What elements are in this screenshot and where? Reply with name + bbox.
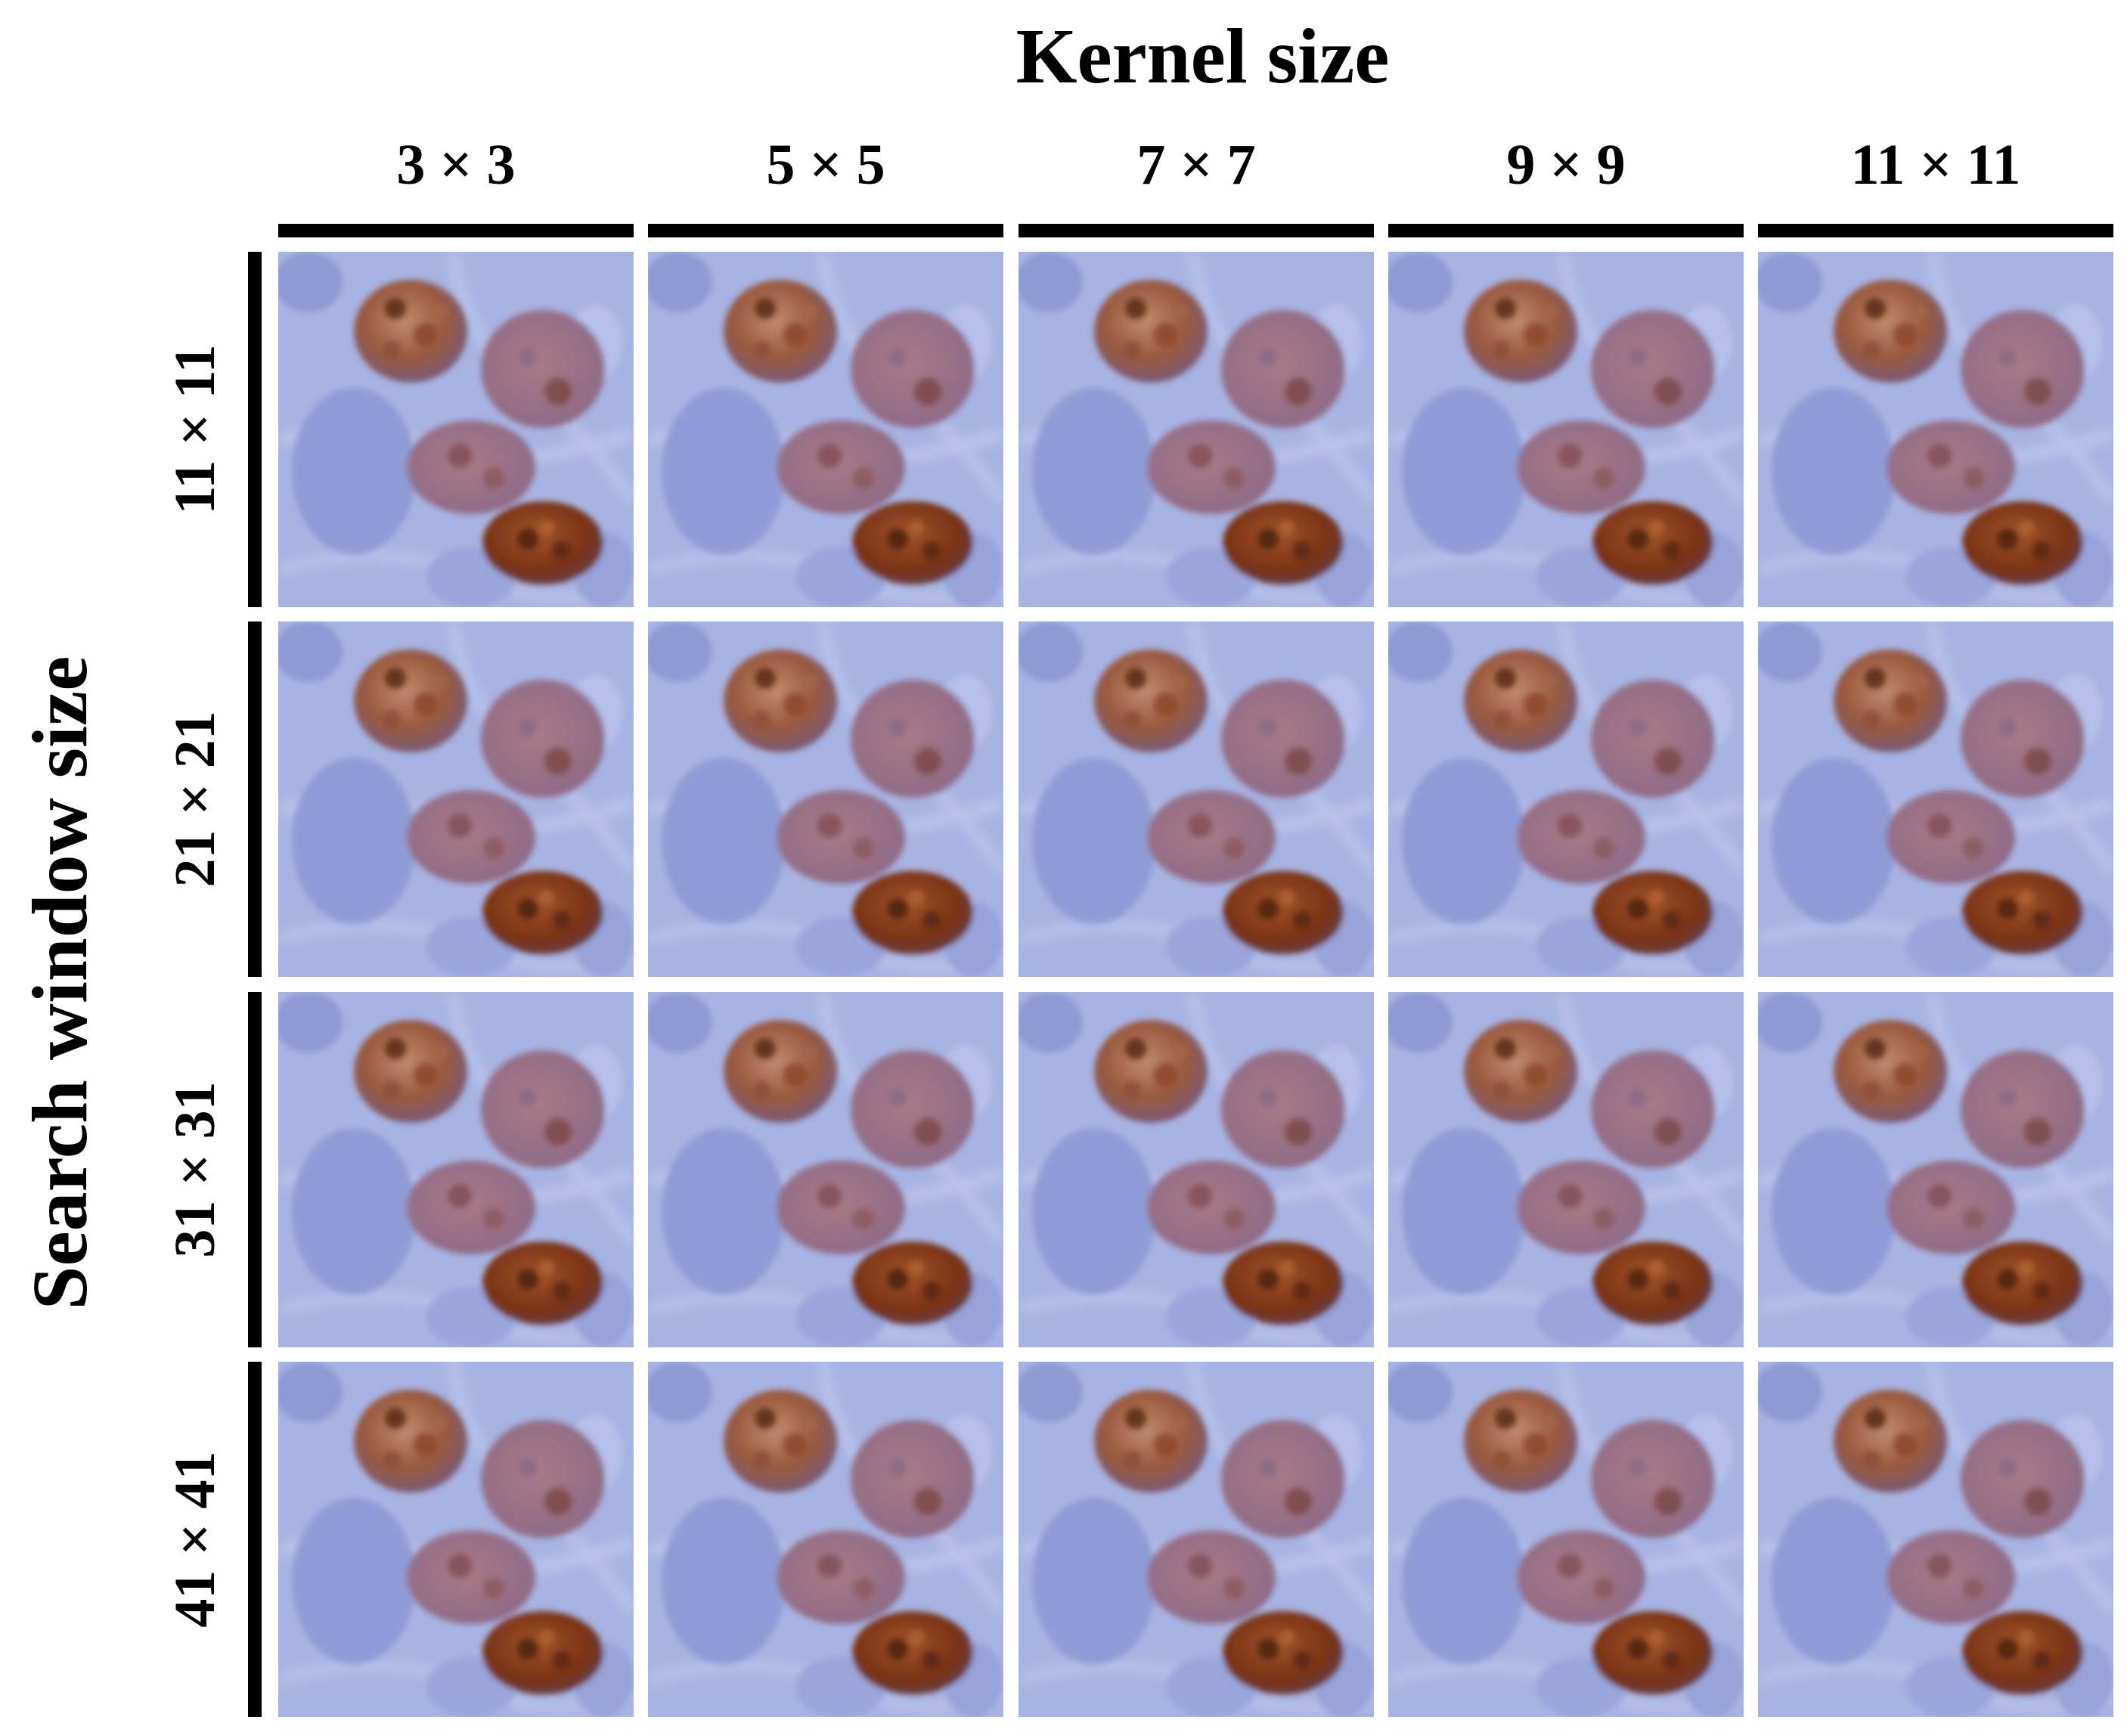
column-divider-bar <box>1388 224 1744 237</box>
column-label-1: 3 × 3 <box>396 133 516 197</box>
micrograph-tile-r3-c2 <box>648 992 1003 1347</box>
row-label-2: 21 × 21 <box>163 711 227 888</box>
micrograph-tile-r4-c3 <box>1019 1362 1374 1717</box>
column-label-5: 11 × 11 <box>1850 133 2021 197</box>
column-divider-bar <box>278 224 634 237</box>
micrograph-tile-r1-c2 <box>648 252 1003 607</box>
micrograph-tile-r4-c5 <box>1758 1362 2113 1717</box>
micrograph-tile-r4-c1 <box>278 1362 634 1717</box>
micrograph-tile-r1-c5 <box>1758 252 2113 607</box>
micrograph-tile-r2-c3 <box>1019 622 1374 977</box>
micrograph-tile-r1-c3 <box>1019 252 1374 607</box>
row-label-1: 11 × 11 <box>163 344 227 515</box>
column-divider-bar <box>648 224 1003 237</box>
micrograph-tile-r3-c1 <box>278 992 634 1347</box>
search-window-size-title: Search window size <box>17 656 104 1310</box>
row-divider-bar <box>248 1362 262 1717</box>
micrograph-tile-r2-c4 <box>1388 622 1744 977</box>
micrograph-tile-r2-c1 <box>278 622 634 977</box>
row-divider-bar <box>248 252 262 607</box>
micrograph-tile-r4-c2 <box>648 1362 1003 1717</box>
column-divider-bar <box>1019 224 1374 237</box>
column-label-3: 7 × 7 <box>1136 133 1256 197</box>
kernel-size-title: Kernel size <box>1015 13 1390 100</box>
row-label-4: 41 × 41 <box>163 1451 227 1628</box>
column-label-2: 5 × 5 <box>766 133 885 197</box>
row-divider-bar <box>248 992 262 1347</box>
micrograph-tile-r2-c5 <box>1758 622 2113 977</box>
column-divider-bar <box>1758 224 2113 237</box>
micrograph-tile-r4-c4 <box>1388 1362 1744 1717</box>
micrograph-tile-r3-c5 <box>1758 992 2113 1347</box>
column-label-4: 9 × 9 <box>1506 133 1626 197</box>
micrograph-tile-r3-c3 <box>1019 992 1374 1347</box>
micrograph-tile-r1-c4 <box>1388 252 1744 607</box>
micrograph-tile-r3-c4 <box>1388 992 1744 1347</box>
micrograph-tile-r2-c2 <box>648 622 1003 977</box>
row-label-3: 31 × 31 <box>163 1081 227 1258</box>
micrograph-tile-r1-c1 <box>278 252 634 607</box>
row-divider-bar <box>248 622 262 977</box>
